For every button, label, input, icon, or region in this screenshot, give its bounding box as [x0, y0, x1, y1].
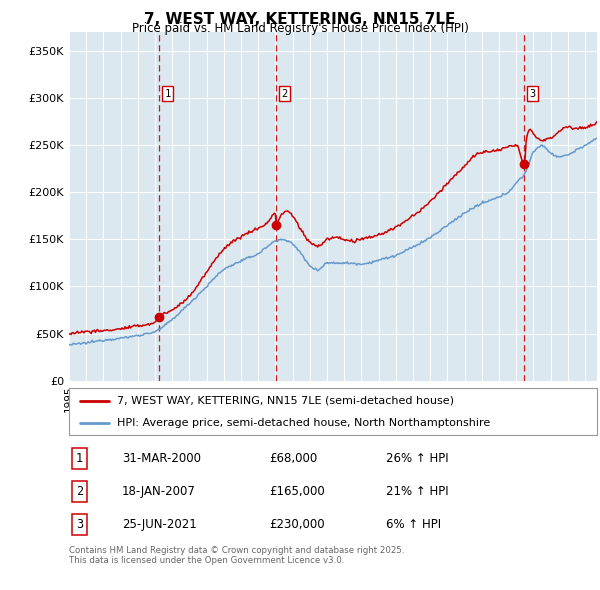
Text: 1: 1 [164, 88, 171, 99]
Text: 18-JAN-2007: 18-JAN-2007 [122, 485, 196, 498]
Text: 26% ↑ HPI: 26% ↑ HPI [386, 452, 448, 465]
Text: 3: 3 [76, 518, 83, 531]
Text: 1: 1 [76, 452, 83, 465]
Text: £68,000: £68,000 [269, 452, 318, 465]
Text: HPI: Average price, semi-detached house, North Northamptonshire: HPI: Average price, semi-detached house,… [116, 418, 490, 428]
Text: 6% ↑ HPI: 6% ↑ HPI [386, 518, 441, 531]
Text: 2: 2 [281, 88, 287, 99]
Text: Contains HM Land Registry data © Crown copyright and database right 2025.
This d: Contains HM Land Registry data © Crown c… [69, 546, 404, 565]
Text: £165,000: £165,000 [269, 485, 325, 498]
Text: 3: 3 [530, 88, 536, 99]
Text: 31-MAR-2000: 31-MAR-2000 [122, 452, 201, 465]
Text: 21% ↑ HPI: 21% ↑ HPI [386, 485, 448, 498]
Text: £230,000: £230,000 [269, 518, 325, 531]
Text: 7, WEST WAY, KETTERING, NN15 7LE: 7, WEST WAY, KETTERING, NN15 7LE [145, 12, 455, 27]
Text: 7, WEST WAY, KETTERING, NN15 7LE (semi-detached house): 7, WEST WAY, KETTERING, NN15 7LE (semi-d… [116, 396, 454, 406]
Text: Price paid vs. HM Land Registry's House Price Index (HPI): Price paid vs. HM Land Registry's House … [131, 22, 469, 35]
Text: 2: 2 [76, 485, 83, 498]
Text: 25-JUN-2021: 25-JUN-2021 [122, 518, 197, 531]
